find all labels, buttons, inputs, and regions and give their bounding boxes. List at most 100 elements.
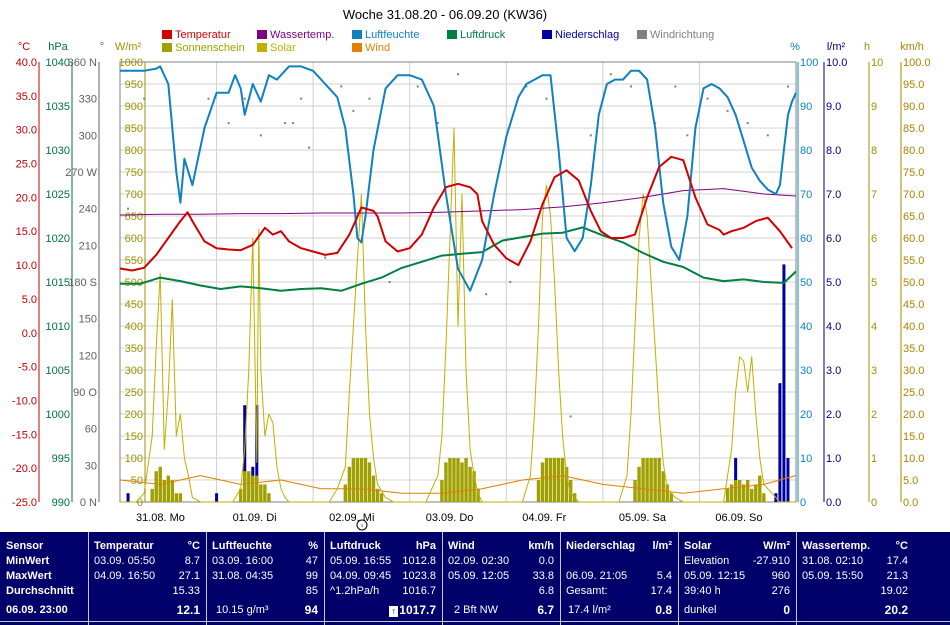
wassertemp-unit: °C xyxy=(895,540,908,552)
luftfeuchte-unit: % xyxy=(308,540,318,552)
bar-sonnenschein xyxy=(379,493,384,502)
col-wassertemp: Wassertemp. °C 31.08. 02:10 17.4 05.09. 15… xyxy=(802,537,912,621)
x-tick-label: 06.09. So xyxy=(715,512,762,524)
legend-swatch xyxy=(257,43,267,52)
axis-unit-label: W/m² xyxy=(115,41,142,53)
legend: Temperatur Wassertemp. Luftfeuchte Luftdruc… xyxy=(162,29,714,54)
x-tick-label: 05.09. Sa xyxy=(619,512,667,524)
axis-tick-label: 750 xyxy=(125,167,143,179)
weather-chart: Woche 31.08.20 - 06.09.20 (KW36) Tempera… xyxy=(12,7,931,531)
line-solar xyxy=(120,127,796,503)
bar-sonnenschein xyxy=(540,462,545,502)
bar-sonnenschein xyxy=(174,493,179,502)
temperatur-max-date: 04.09. 16:50 xyxy=(94,570,156,582)
axis-tick-label: 360 N xyxy=(68,57,97,69)
axis-tick-label: 650 xyxy=(125,211,143,223)
axis-tick-label: 400 xyxy=(125,321,143,333)
row-label-max: MaxWert xyxy=(6,570,52,582)
bar-sonnenschein xyxy=(375,488,380,502)
time-marker-icon[interactable] xyxy=(356,519,368,531)
bar-sonnenschein xyxy=(166,475,170,502)
point-windrichtung xyxy=(509,281,512,283)
axis-tick-label: 5 xyxy=(871,277,877,289)
row-label-avg: Durchschnitt xyxy=(6,585,74,597)
trend-up-icon: ↑ xyxy=(389,606,399,617)
axis-unit-label: l/m² xyxy=(827,41,846,53)
point-windrichtung xyxy=(340,85,343,88)
axis-tick-label: 30.0 xyxy=(16,125,37,137)
axis-tick-label: 330 xyxy=(79,94,97,106)
legend-swatch xyxy=(162,43,172,52)
niederschlag-max-value: 5.4 xyxy=(656,570,672,582)
solar-max-value: 960 xyxy=(771,570,790,582)
solar-elevation-label: Elevation xyxy=(684,555,730,567)
bar-sonnenschein xyxy=(150,488,154,502)
axis-tick-label: 210 xyxy=(79,240,97,252)
luftdruck-unit: hPa xyxy=(415,540,436,552)
axis-tick-label: 0.0 xyxy=(903,497,918,509)
axis-tick-label: 80.0 xyxy=(903,145,924,157)
wassertemp-max-date: 05.09. 15:50 xyxy=(802,570,864,582)
col-separator xyxy=(560,532,561,625)
bar-niederschlag xyxy=(786,458,790,502)
bar-sonnenschein xyxy=(456,458,460,502)
legend-label: Luftdruck xyxy=(460,29,506,41)
bar-sonnenschein xyxy=(669,493,673,502)
axis-tick-label: 10.0 xyxy=(16,260,37,272)
legend-swatch xyxy=(162,30,172,39)
legend-swatch xyxy=(352,43,362,52)
bar-sonnenschein xyxy=(444,462,448,502)
axis-tick-label: 7 xyxy=(871,189,877,201)
point-windrichtung xyxy=(300,97,303,100)
bar-sonnenschein xyxy=(758,475,762,502)
legend-label: Windrichtung xyxy=(650,29,714,41)
axis-tick-label: 0.0 xyxy=(22,328,37,340)
luftdruck-min-value: 1012.8 xyxy=(402,555,436,567)
temperatur-current-value: 12.1 xyxy=(176,603,200,617)
point-windrichtung xyxy=(674,85,677,88)
axis-tick-label: 600 xyxy=(125,233,143,245)
axis-tick-label: -5.0 xyxy=(18,362,37,374)
x-axis: 31.08. Mo 01.09. Di 02.09. Mi 03.09. Do 04.0… xyxy=(136,512,763,524)
bar-sonnenschein xyxy=(665,484,669,502)
point-windrichtung xyxy=(746,122,749,125)
axis-tick-label: 4 xyxy=(871,321,877,333)
axis-tick-label: 30.0 xyxy=(903,365,924,377)
axis-tick-label: 0 xyxy=(800,497,806,509)
bar-sonnenschein xyxy=(371,475,376,502)
point-windrichtung xyxy=(686,134,689,137)
legend-label: Sonnenschein xyxy=(175,42,245,54)
axis-tick-label: 90 O xyxy=(73,387,97,399)
solar-header: Solar xyxy=(684,540,712,552)
bar-niederschlag xyxy=(782,264,786,502)
point-windrichtung xyxy=(706,97,709,100)
axis-tick-label: 180 S xyxy=(68,277,97,289)
axis-tick-label: 7.0 xyxy=(826,189,841,201)
axis-tick-label: 95.0 xyxy=(903,79,924,91)
wind-beaufort: 2 Bft NW xyxy=(454,604,499,616)
bar-sonnenschein xyxy=(552,458,557,502)
axis-tick-label: 800 xyxy=(125,145,143,157)
axis-tick-label: 20.0 xyxy=(16,192,37,204)
niederschlag-total-label: Gesamt: xyxy=(566,585,608,597)
bar-sonnenschein xyxy=(162,480,166,502)
axis-tick-label: 10 xyxy=(871,57,883,69)
point-windrichtung xyxy=(324,256,327,259)
axis-tick-label: 900 xyxy=(125,101,143,113)
axis-tick-label: 40 xyxy=(800,321,812,333)
legend-label: Solar xyxy=(270,42,296,54)
axis-tick-label: 40.0 xyxy=(16,57,37,69)
axis-tick-label: 75.0 xyxy=(903,167,924,179)
point-windrichtung xyxy=(259,134,262,137)
x-tick-label: 03.09. Do xyxy=(426,512,474,524)
wassertemp-header: Wassertemp. xyxy=(802,540,871,552)
bar-sonnenschein xyxy=(645,458,649,502)
axis-tick-label: 100 xyxy=(125,453,143,465)
bar-sonnenschein xyxy=(733,480,738,502)
luftdruck-trend: ^1.2hPa/h xyxy=(330,585,380,597)
luftdruck-min-date: 05.09. 16:55 xyxy=(330,555,392,567)
col-niederschlag: Niederschlag l/m² 06.09. 21:05 5.4 Gesamt:… xyxy=(566,537,676,621)
col-separator xyxy=(678,532,679,625)
bar-niederschlag xyxy=(126,493,130,502)
wind-min-date: 02.09. 02:30 xyxy=(448,555,510,567)
